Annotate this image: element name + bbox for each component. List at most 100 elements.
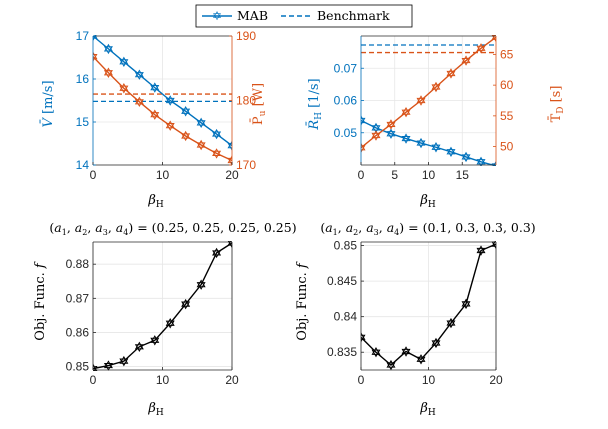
data-point-marker [134, 96, 144, 107]
data-point-marker-tri-b [181, 133, 191, 142]
data-point-marker [371, 130, 381, 141]
data-point-marker-tri-a [476, 43, 486, 51]
data-point-marker-tri-a [134, 96, 144, 105]
data-point-marker [165, 318, 175, 329]
data-point-marker-tri-b [93, 54, 98, 62]
series-line-main [361, 243, 496, 366]
data-point-marker-tri-b [431, 340, 441, 349]
data-point-marker-tri-a [93, 363, 98, 371]
data-point-marker-tri-b [371, 132, 381, 141]
data-point-marker-tri-b [461, 301, 471, 310]
data-point-marker [181, 298, 191, 310]
p3-xlabel: βH [147, 401, 164, 418]
data-point-marker-tri-a [119, 83, 129, 91]
data-point-marker [371, 347, 381, 358]
data-point-marker-tri-a [361, 115, 366, 124]
x-tick-label: 15 [456, 168, 470, 182]
y-tick-label-left: 0.835 [327, 345, 357, 359]
data-point-marker-tri-b [93, 35, 97, 42]
data-point-marker [150, 335, 160, 346]
data-point-marker [386, 359, 396, 371]
p2-xlabel: βH [419, 193, 436, 210]
series-right-group [361, 35, 496, 153]
data-point-marker [386, 128, 396, 139]
p4-ylabel: Obj. Func. f [295, 261, 310, 341]
data-point-marker-tri-a [446, 317, 456, 326]
data-point-marker-tri-a [134, 69, 144, 78]
data-point-marker-tri-a [196, 139, 206, 148]
panel-2-labels: R̄H [1/s] T̄D [s] βH [306, 78, 566, 210]
data-point-marker [134, 69, 144, 80]
data-point-marker-tri-b [227, 143, 232, 151]
data-point-marker-tri-b [401, 109, 411, 118]
data-point-marker-tri-a [227, 140, 232, 149]
data-point-marker [103, 43, 113, 55]
data-point-marker-tri-a [371, 347, 381, 355]
legend-box [195, 4, 413, 28]
data-point-marker-tri-a [386, 119, 396, 128]
data-point-marker-tri-a [134, 341, 144, 350]
data-point-marker-tri-b [446, 320, 456, 329]
data-point-marker-tri-b [165, 320, 175, 329]
data-point-marker [401, 133, 411, 144]
data-point-marker [119, 355, 129, 367]
y-tick-label-right: 180 [236, 94, 256, 108]
data-point-marker-tri-b [476, 45, 486, 54]
data-point-marker-tri-b [150, 337, 160, 346]
p3-ylabel: Obj. Func. f [33, 261, 48, 341]
data-point-marker-tri-a [446, 146, 456, 155]
x-tick-label: 0 [358, 168, 365, 182]
data-point-marker-tri-a [461, 298, 471, 307]
data-point-marker [446, 317, 456, 329]
data-point-marker-tri-b [461, 57, 471, 66]
legend-benchmark-label: Benchmark [317, 8, 390, 23]
data-point-marker [93, 51, 98, 62]
data-point-marker-tri-b [386, 362, 396, 371]
y-tick-label-left: 16 [76, 72, 90, 86]
data-point-marker-tri-b [212, 250, 222, 259]
data-point-marker-tri-a [227, 155, 232, 164]
x-tick-label: 10 [156, 168, 170, 182]
data-point-marker-tri-a [119, 56, 129, 65]
data-point-marker-tri-a [119, 355, 129, 364]
x-tick-label: 10 [422, 373, 436, 387]
data-point-marker-tri-b [165, 97, 175, 106]
data-point-marker-tri-a [431, 142, 441, 150]
y-tick-label-left: 0.88 [66, 257, 90, 271]
data-point-marker [476, 245, 486, 256]
data-point-marker-tri-b [401, 135, 411, 144]
data-point-marker [93, 35, 98, 42]
data-point-marker-tri-a [416, 354, 426, 362]
data-point-marker-tri-a [431, 81, 441, 90]
x-tick-label: 20 [225, 168, 239, 182]
data-point-marker-tri-b [476, 247, 486, 256]
data-point-marker [212, 128, 222, 140]
data-point-marker-tri-a [401, 346, 411, 355]
p1-ylabel-right: P̄u [W] [250, 83, 268, 125]
data-point-marker-tri-b [103, 362, 113, 371]
data-point-marker-tri-b [196, 142, 206, 151]
data-point-marker-tri-b [371, 125, 381, 134]
y-tick-label-left: 14 [76, 158, 90, 172]
data-point-marker-tri-b [386, 131, 396, 139]
data-point-marker-tri-b [476, 159, 486, 166]
series-left-group [93, 35, 232, 151]
data-point-marker-tri-b [461, 154, 471, 163]
data-point-marker [103, 67, 113, 78]
series-main-group [93, 241, 232, 371]
data-point-marker-tri-b [150, 112, 160, 120]
y-tick-label-right: 190 [236, 29, 256, 43]
data-point-marker [212, 247, 222, 259]
data-point-marker-tri-b [103, 70, 113, 78]
p2-ylabel-right: T̄D [s] [548, 86, 566, 123]
data-point-marker-tri-a [386, 128, 396, 137]
data-point-marker-tri-a [103, 67, 113, 76]
p4-title: (a1, a2, a3, a4) = (0.1, 0.3, 0.3, 0.3) [320, 220, 535, 237]
plots: 0 10 20 14 15 16 17 170 180 190 0 5 10 15 0.05 0.06 0.07… [66, 29, 514, 387]
x-tick-label: 10 [156, 373, 170, 387]
data-point-marker [386, 119, 396, 130]
data-point-marker-tri-b [416, 97, 426, 106]
data-point-marker-tri-a [196, 279, 206, 288]
data-point-marker-tri-a [431, 337, 441, 346]
data-point-marker-tri-a [371, 122, 381, 131]
